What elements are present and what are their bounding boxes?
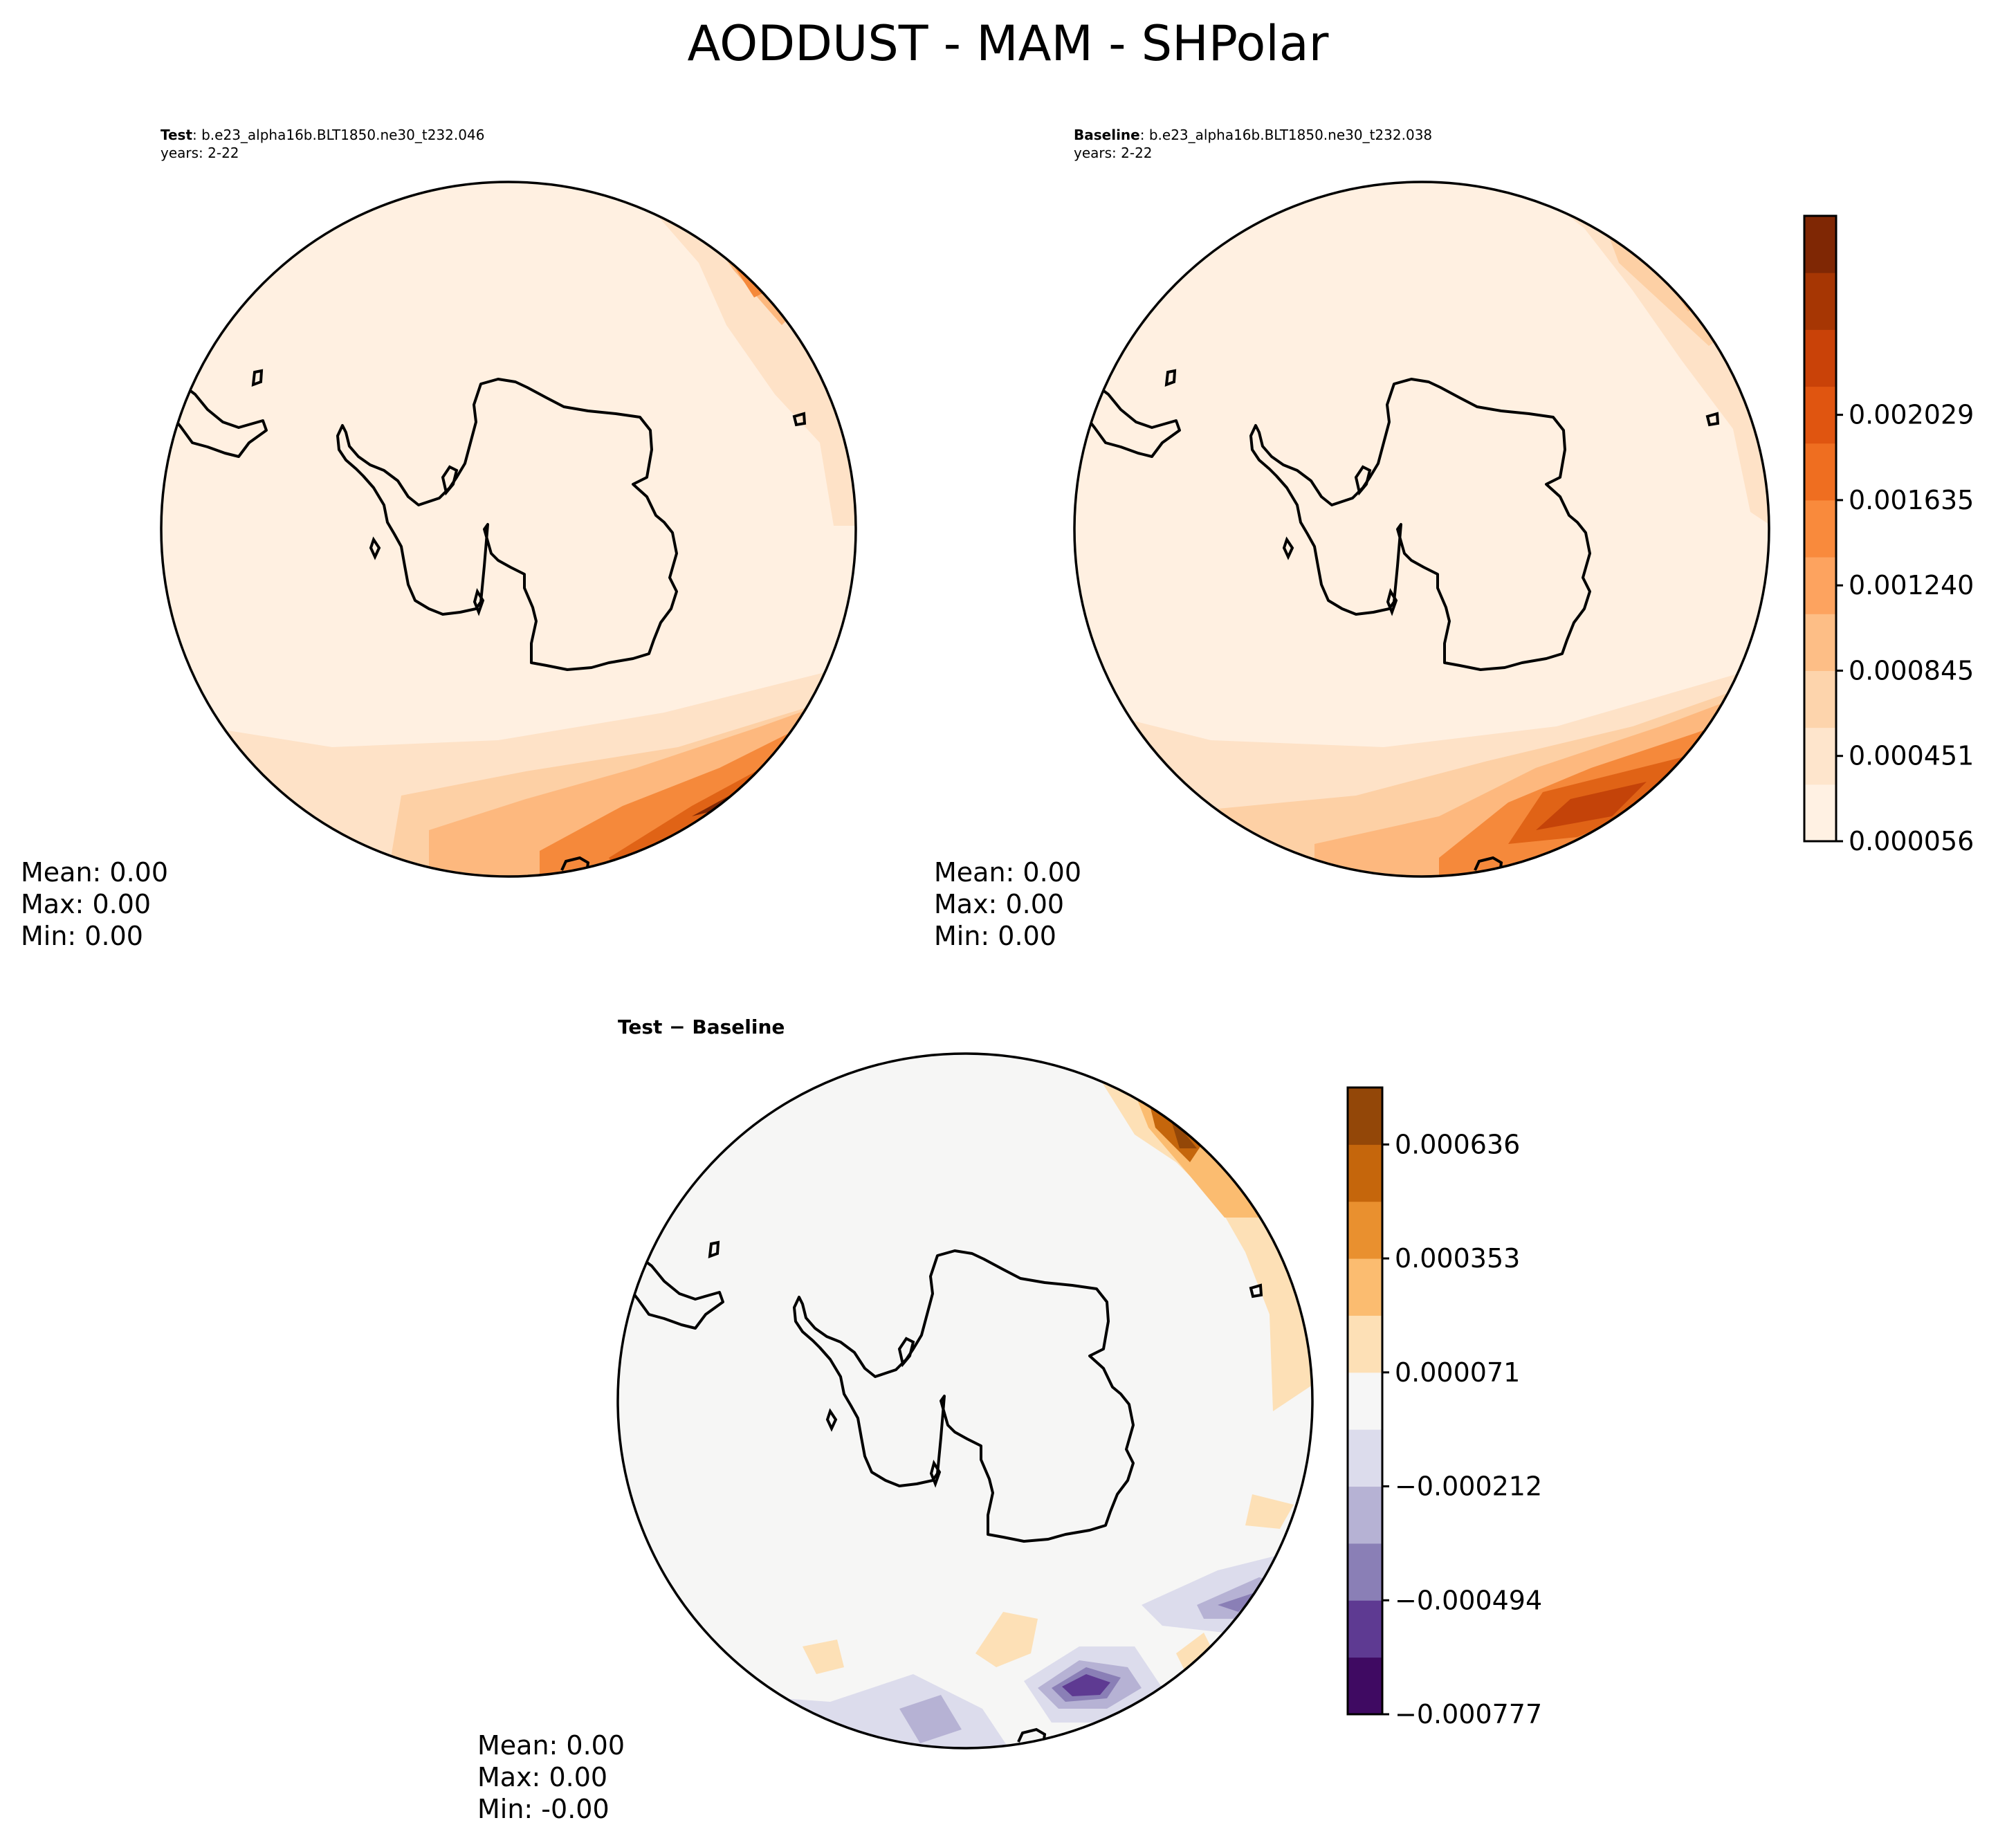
main-colorbar-tick-label: 0.002029 xyxy=(1849,400,1974,430)
baseline-case-name: : b.e23_alpha16b.BLT1850.ne30_t232.038 xyxy=(1139,127,1433,143)
difference-colorbar-tick-label: −0.000494 xyxy=(1395,1585,1542,1615)
test-mean: Mean: 0.00 xyxy=(21,857,169,888)
difference-colorbar-tick-label: 0.000071 xyxy=(1395,1357,1520,1388)
main-colorbar-segment xyxy=(1804,273,1836,330)
main-colorbar-tick-label: 0.001240 xyxy=(1849,570,1974,600)
baseline-years: years: 2-22 xyxy=(1074,145,1153,161)
difference-colorbar: −0.000777 −0.000494 −0.000212 0.000071 0.000… xyxy=(1346,1086,1542,1729)
difference-colorbar-segment xyxy=(1348,1600,1382,1658)
difference-mean: Mean: 0.00 xyxy=(477,1730,625,1761)
difference-colorbar-segment xyxy=(1348,1657,1382,1715)
main-colorbar-segment xyxy=(1804,386,1836,444)
main-colorbar-segment xyxy=(1804,216,1836,273)
test-years: years: 2-22 xyxy=(161,145,239,161)
baseline-map xyxy=(1074,182,1769,876)
difference-colorbar-segment xyxy=(1348,1372,1382,1430)
main-colorbar-segment xyxy=(1804,727,1836,785)
difference-colorbar-tick-label: −0.000777 xyxy=(1395,1699,1542,1729)
baseline-stats: Mean: 0.00 Max: 0.00 Min: 0.00 xyxy=(934,856,1081,952)
main-colorbar-segment xyxy=(1804,670,1836,728)
difference-stats: Mean: 0.00 Max: 0.00 Min: -0.00 xyxy=(477,1729,625,1825)
difference-colorbar-segment xyxy=(1348,1087,1382,1145)
baseline-panel-title: Baseline: b.e23_alpha16b.BLT1850.ne30_t2… xyxy=(1074,126,1432,162)
baseline-label: Baseline xyxy=(1074,127,1140,143)
difference-colorbar-frame xyxy=(1346,1086,1384,1716)
test-map xyxy=(161,182,856,876)
test-panel-title: Test: b.e23_alpha16b.BLT1850.ne30_t232.0… xyxy=(161,126,484,162)
difference-map xyxy=(618,1054,1312,1748)
test-max: Max: 0.00 xyxy=(21,889,152,919)
difference-colorbar-tick-label: 0.000353 xyxy=(1395,1243,1520,1274)
test-min: Min: 0.00 xyxy=(21,921,143,951)
difference-colorbar-segment xyxy=(1348,1258,1382,1316)
baseline-max: Max: 0.00 xyxy=(934,889,1065,919)
difference-panel-title: Test − Baseline xyxy=(618,1016,785,1038)
baseline-mean: Mean: 0.00 xyxy=(934,857,1082,888)
main-colorbar-segment xyxy=(1804,443,1836,501)
main-colorbar-segment xyxy=(1804,499,1836,558)
difference-colorbar-segment xyxy=(1348,1429,1382,1487)
main-colorbar-segment xyxy=(1804,557,1836,614)
difference-colorbar-segment xyxy=(1348,1543,1382,1601)
baseline-min: Min: 0.00 xyxy=(934,921,1056,951)
main-colorbar-segment xyxy=(1804,784,1836,842)
difference-colorbar-segment xyxy=(1348,1315,1382,1373)
test-stats: Mean: 0.00 Max: 0.00 Min: 0.00 xyxy=(21,856,168,952)
main-colorbar: 0.000056 0.000451 0.000845 0.001240 0.001635… xyxy=(1803,214,1974,856)
test-label: Test xyxy=(161,127,193,143)
difference-colorbar-tick-label: 0.000636 xyxy=(1395,1129,1520,1159)
difference-colorbar-tick-label: −0.000212 xyxy=(1395,1471,1542,1502)
difference-colorbar-segment xyxy=(1348,1201,1382,1259)
main-colorbar-segment xyxy=(1804,329,1836,387)
figure-title: AODDUST - MAM - SHPolar xyxy=(687,15,1329,72)
main-colorbar-tick-label: 0.001635 xyxy=(1849,485,1974,515)
difference-max: Max: 0.00 xyxy=(477,1762,608,1792)
main-colorbar-tick-label: 0.000056 xyxy=(1849,826,1974,856)
test-case-name: : b.e23_alpha16b.BLT1850.ne30_t232.046 xyxy=(192,127,485,143)
main-colorbar-tick-label: 0.000845 xyxy=(1849,655,1974,686)
difference-min: Min: -0.00 xyxy=(477,1794,610,1824)
difference-colorbar-segment xyxy=(1348,1486,1382,1544)
difference-colorbar-segment xyxy=(1348,1144,1382,1202)
main-colorbar-tick-label: 0.000451 xyxy=(1849,741,1974,771)
main-colorbar-frame xyxy=(1803,214,1838,843)
main-colorbar-segment xyxy=(1804,614,1836,671)
